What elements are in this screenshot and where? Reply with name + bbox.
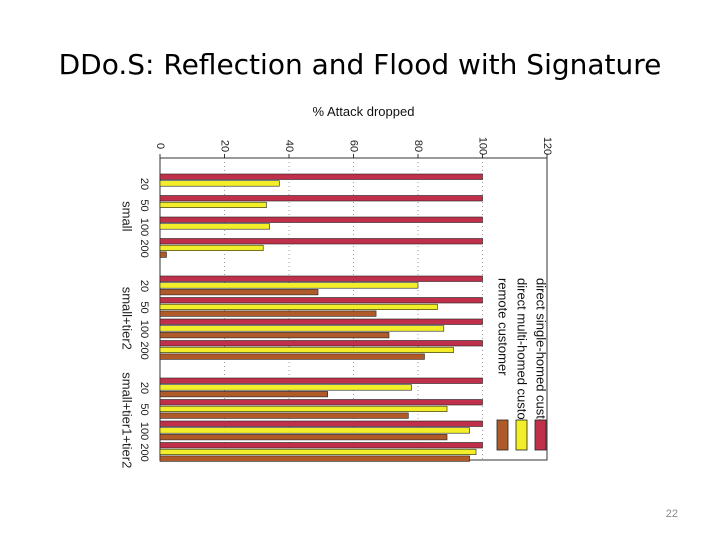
bar: [159, 289, 319, 296]
bar: [159, 377, 483, 384]
tick-label: 20: [219, 140, 231, 152]
chart-axis-title-wrap: % Attack dropped: [313, 104, 415, 119]
tick-label: 80: [412, 140, 424, 152]
bar: [159, 442, 483, 449]
legend-swatch: [496, 419, 509, 451]
legend-label: direct multi-homed customer: [515, 278, 530, 443]
bar: [159, 216, 483, 223]
group-label: small+tier2: [120, 287, 135, 350]
category-label: 50: [138, 199, 150, 211]
bar: [159, 384, 412, 391]
bar: [159, 201, 267, 208]
bar: [159, 318, 483, 325]
bar: [159, 195, 483, 202]
bar: [159, 275, 483, 282]
bar: [159, 427, 470, 434]
bar: [159, 420, 483, 427]
bar: [159, 391, 328, 398]
bar: [159, 353, 425, 360]
category-label: 200: [138, 239, 150, 257]
bar: [159, 303, 438, 310]
category-label: 50: [138, 403, 150, 415]
tick-label: 100: [477, 137, 489, 155]
bar: [159, 434, 448, 441]
slide-title: DDo.S: Reflection and Flood with Signatu…: [58, 48, 662, 81]
category-label: 20: [138, 280, 150, 292]
chart-bars: [159, 173, 483, 462]
bar: [159, 448, 477, 456]
bar: [159, 405, 448, 413]
bar: [159, 399, 483, 406]
category-label: 200: [138, 443, 150, 461]
x-axis-title: % Attack dropped: [313, 104, 415, 119]
legend-label: direct single-homed customer: [534, 278, 549, 449]
slide-number: 22: [665, 508, 678, 520]
category-label: 200: [138, 341, 150, 359]
bar: [159, 346, 454, 353]
tick-label: 60: [348, 140, 360, 152]
legend-swatch: [515, 419, 528, 451]
category-label: 20: [138, 178, 150, 190]
chart-ticks: 0 20 40 60 80 100 120: [154, 137, 553, 155]
tick-label: 40: [283, 140, 295, 152]
category-label: 100: [138, 422, 150, 440]
group-label: small+tier1+tier2: [120, 372, 135, 468]
bar: [159, 340, 483, 347]
bar: [159, 180, 280, 187]
bar: [159, 238, 483, 245]
bar: [159, 244, 264, 251]
bar: [159, 332, 390, 339]
bar: [159, 297, 483, 304]
legend-swatch: [534, 419, 547, 451]
group-label: small: [120, 201, 135, 231]
tick-label: 0: [154, 143, 166, 149]
bar: [159, 223, 270, 230]
chart-categories: 2050100200small2050100200small+tier22050…: [120, 178, 151, 468]
category-label: 100: [138, 320, 150, 338]
bar: [159, 455, 470, 462]
category-label: 20: [138, 382, 150, 394]
bar: [159, 310, 377, 317]
bar: [159, 282, 419, 289]
tick-label: 120: [541, 137, 553, 155]
bar: [159, 173, 483, 180]
bar: [159, 412, 409, 419]
category-label: 50: [138, 301, 150, 313]
bar: [159, 325, 445, 332]
category-label: 100: [138, 218, 150, 236]
legend-label: remote customer: [496, 278, 511, 376]
bar-chart: 0 20 40 60 80 100 120 2050100200small205010020…: [120, 104, 554, 468]
bar: [159, 251, 167, 258]
chart-legend: direct single-homed customer direct multi…: [496, 278, 549, 451]
